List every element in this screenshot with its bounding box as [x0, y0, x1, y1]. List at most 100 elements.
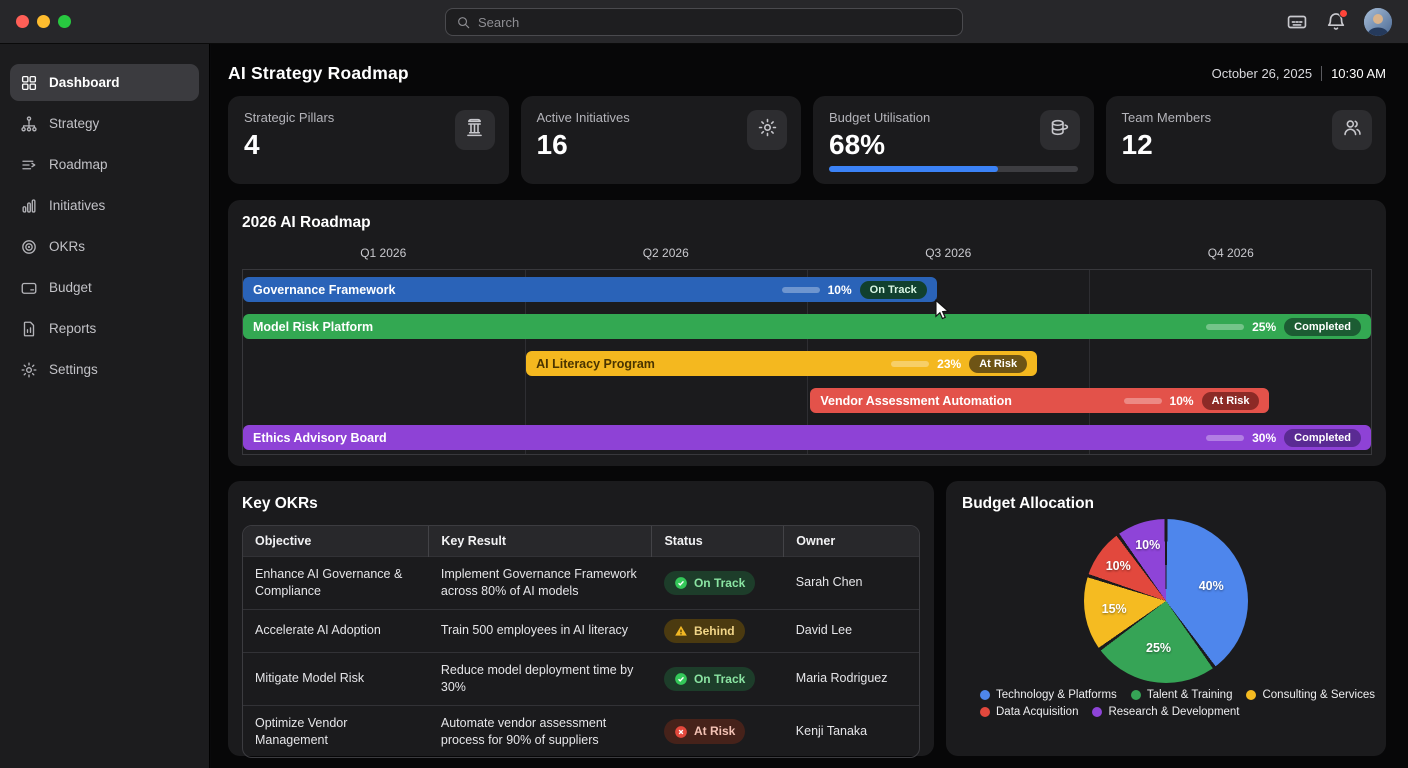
sidebar-item-label: Dashboard — [49, 75, 120, 90]
sidebar-item-okrs[interactable]: OKRs — [10, 228, 199, 265]
budget-card: Budget Allocation 40%25%15%10%10% Techno… — [946, 481, 1386, 756]
legend-dot — [980, 690, 990, 700]
gantt-progress-pct: 10% — [1170, 394, 1194, 408]
legend-item: Technology & Platforms — [980, 689, 1117, 701]
okr-icon — [20, 238, 38, 256]
keyboard-icon[interactable] — [1286, 11, 1308, 33]
users-icon — [1342, 117, 1363, 143]
legend-label: Technology & Platforms — [996, 689, 1117, 701]
objective-cell: Enhance AI Governance & Compliance — [243, 557, 429, 610]
gantt-chart: Governance Framework10%On Track Model Ris… — [242, 269, 1372, 455]
app-window: Dashboard Strategy Roadmap Initiatives OKRs B… — [0, 0, 1408, 768]
legend-dot — [1092, 707, 1102, 717]
stats-row: Strategic Pillars4Active Initiatives16Bu… — [228, 96, 1386, 184]
gantt-bar-label: Model Risk Platform — [253, 320, 1198, 334]
status-badge: On Track — [664, 667, 755, 691]
gantt-bar[interactable]: Governance Framework10%On Track — [243, 277, 937, 302]
pie-legend: Technology & PlatformsTalent & TrainingC… — [956, 689, 1376, 718]
date-time-divider — [1321, 66, 1322, 81]
stat-icon-tile — [1040, 110, 1080, 150]
coins-icon — [1049, 117, 1070, 143]
close-button[interactable] — [16, 15, 29, 28]
stat-card: Budget Utilisation68% — [813, 96, 1094, 184]
bell-icon[interactable] — [1325, 11, 1347, 33]
gear-icon — [757, 117, 778, 143]
status-badge: On Track — [664, 571, 755, 595]
status-label: On Track — [694, 671, 745, 687]
legend-label: Data Acquisition — [996, 706, 1078, 718]
status-cell: On Track — [652, 557, 784, 610]
settings-icon — [20, 361, 38, 379]
legend-label: Talent & Training — [1147, 689, 1233, 701]
sidebar-item-label: Strategy — [49, 116, 99, 131]
roadmap-card: 2026 AI Roadmap Q1 2026Q2 2026Q3 2026Q4 … — [228, 200, 1386, 466]
legend-label: Research & Development — [1108, 706, 1239, 718]
minimize-button[interactable] — [37, 15, 50, 28]
stat-card: Team Members12 — [1106, 96, 1387, 184]
budget-progress-fill — [829, 166, 998, 172]
sidebar-item-budget[interactable]: Budget — [10, 269, 199, 306]
gantt-bar-label: Vendor Assessment Automation — [820, 394, 1115, 408]
gantt-bar[interactable]: Model Risk Platform25%Completed — [243, 314, 1371, 339]
status-cell: Behind — [652, 609, 784, 652]
objective-cell: Optimize Vendor Management — [243, 705, 429, 757]
gantt-bar[interactable]: Vendor Assessment Automation10%At Risk — [810, 388, 1269, 413]
notification-dot — [1339, 9, 1348, 18]
gantt-status-badge: At Risk — [969, 355, 1027, 373]
sidebar-item-label: Settings — [49, 362, 98, 377]
quarter-label: Q1 2026 — [242, 246, 525, 260]
sidebar-item-reports[interactable]: Reports — [10, 310, 199, 347]
check-circle-icon — [674, 672, 688, 686]
gantt-bar-label: AI Literacy Program — [536, 357, 883, 371]
sidebar-item-roadmap[interactable]: Roadmap — [10, 146, 199, 183]
key-result-cell: Implement Governance Framework across 80… — [429, 557, 652, 610]
status-label: At Risk — [694, 723, 735, 739]
mini-progress-bar — [782, 287, 820, 293]
warning-icon — [674, 624, 688, 638]
avatar[interactable] — [1364, 8, 1392, 36]
legend-item: Research & Development — [1092, 706, 1239, 718]
objective-cell: Accelerate AI Adoption — [243, 609, 429, 652]
pillar-icon — [464, 117, 485, 143]
table-row: Enhance AI Governance & ComplianceImplem… — [243, 557, 919, 610]
column-header-objective: Objective — [243, 526, 429, 557]
gantt-bar[interactable]: Ethics Advisory Board30%Completed — [243, 425, 1371, 450]
key-result-cell: Reduce model deployment time by 30% — [429, 652, 652, 705]
search-bar[interactable] — [445, 8, 963, 36]
owner-cell: Sarah Chen — [784, 557, 919, 610]
gantt-progress-pct: 25% — [1252, 320, 1276, 334]
reports-icon — [20, 320, 38, 338]
page-header: AI Strategy Roadmap October 26, 2025 10:… — [228, 58, 1386, 88]
titlebar-actions — [1286, 0, 1392, 44]
status-cell: At Risk — [652, 705, 784, 757]
status-label: Behind — [694, 623, 735, 639]
time-label: 10:30 AM — [1331, 66, 1386, 81]
zoom-button[interactable] — [58, 15, 71, 28]
initiatives-icon — [20, 197, 38, 215]
budget-title: Budget Allocation — [962, 495, 1094, 513]
titlebar — [0, 0, 1408, 44]
sidebar-item-label: Roadmap — [49, 157, 108, 172]
key-result-cell: Train 500 employees in AI literacy — [429, 609, 652, 652]
sidebar-item-dashboard[interactable]: Dashboard — [10, 64, 199, 101]
mini-progress-bar — [891, 361, 929, 367]
quarter-label: Q2 2026 — [525, 246, 808, 260]
mini-progress-bar — [1124, 398, 1162, 404]
sidebar: Dashboard Strategy Roadmap Initiatives OKRs B… — [0, 44, 210, 768]
search-input[interactable] — [478, 15, 962, 30]
gantt-status-badge: On Track — [860, 281, 927, 299]
sidebar-item-strategy[interactable]: Strategy — [10, 105, 199, 142]
sidebar-item-initiatives[interactable]: Initiatives — [10, 187, 199, 224]
owner-cell: David Lee — [784, 609, 919, 652]
sidebar-item-label: Budget — [49, 280, 92, 295]
gantt-bar[interactable]: AI Literacy Program 23% At Risk — [526, 351, 1037, 376]
quarter-label: Q3 2026 — [807, 246, 1090, 260]
sidebar-item-settings[interactable]: Settings — [10, 351, 199, 388]
legend-item: Talent & Training — [1131, 689, 1233, 701]
sidebar-item-label: Reports — [49, 321, 96, 336]
budget-pie-chart: 40%25%15%10%10% — [1084, 519, 1248, 683]
stat-icon-tile — [1332, 110, 1372, 150]
dashboard-icon — [20, 74, 38, 92]
owner-cell: Kenji Tanaka — [784, 705, 919, 757]
gantt-progress-pct: 23% — [937, 357, 961, 371]
